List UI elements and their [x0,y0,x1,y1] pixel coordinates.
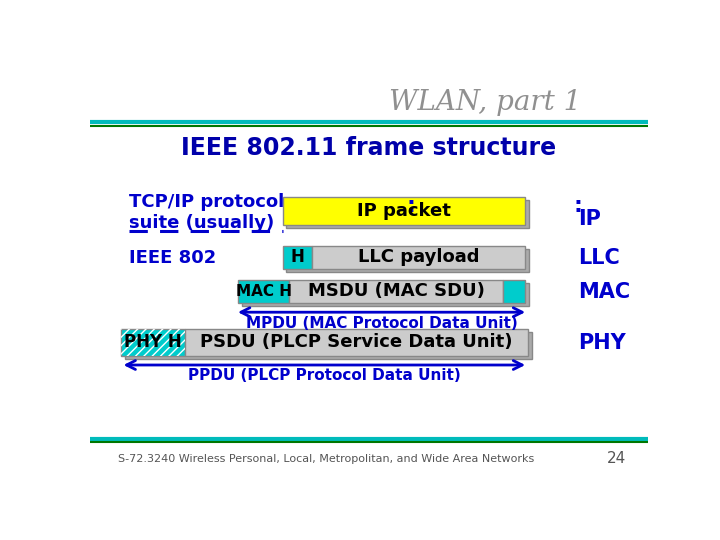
FancyBboxPatch shape [287,200,529,228]
Text: MSDU (MAC SDU): MSDU (MAC SDU) [307,282,485,300]
Text: IP: IP [578,208,601,228]
Text: PSDU (PLCP Service Data Unit): PSDU (PLCP Service Data Unit) [200,333,513,352]
Text: PPDU (PLCP Protocol Data Unit): PPDU (PLCP Protocol Data Unit) [188,368,461,383]
Text: PHY: PHY [578,333,626,353]
Text: LLC: LLC [578,248,620,268]
FancyBboxPatch shape [282,197,526,225]
FancyBboxPatch shape [185,329,528,356]
FancyBboxPatch shape [287,249,529,272]
Text: MAC H: MAC H [235,284,292,299]
FancyBboxPatch shape [238,280,289,302]
Text: S-72.3240 Wireless Personal, Local, Metropolitan, and Wide Area Networks: S-72.3240 Wireless Personal, Local, Metr… [118,454,534,464]
FancyBboxPatch shape [289,280,503,302]
Text: IEEE 802: IEEE 802 [129,249,216,267]
FancyBboxPatch shape [312,246,526,268]
FancyBboxPatch shape [121,329,185,356]
FancyBboxPatch shape [242,283,529,306]
FancyBboxPatch shape [503,280,526,302]
Text: MAC: MAC [578,282,631,302]
Text: LLC payload: LLC payload [358,248,479,266]
Text: PHY H: PHY H [124,333,181,352]
Text: :: : [574,196,582,216]
Text: 24: 24 [606,451,626,467]
Text: WLAN, part 1: WLAN, part 1 [389,89,581,116]
Text: H: H [290,248,304,266]
Text: :: : [406,196,415,216]
FancyBboxPatch shape [125,332,532,359]
Text: IP packet: IP packet [357,202,451,220]
Text: MPDU (MAC Protocol Data Unit): MPDU (MAC Protocol Data Unit) [246,315,518,330]
Text: TCP/IP protocol
suite (usually): TCP/IP protocol suite (usually) [129,193,284,232]
FancyBboxPatch shape [282,246,312,268]
Text: IEEE 802.11 frame structure: IEEE 802.11 frame structure [181,136,557,160]
